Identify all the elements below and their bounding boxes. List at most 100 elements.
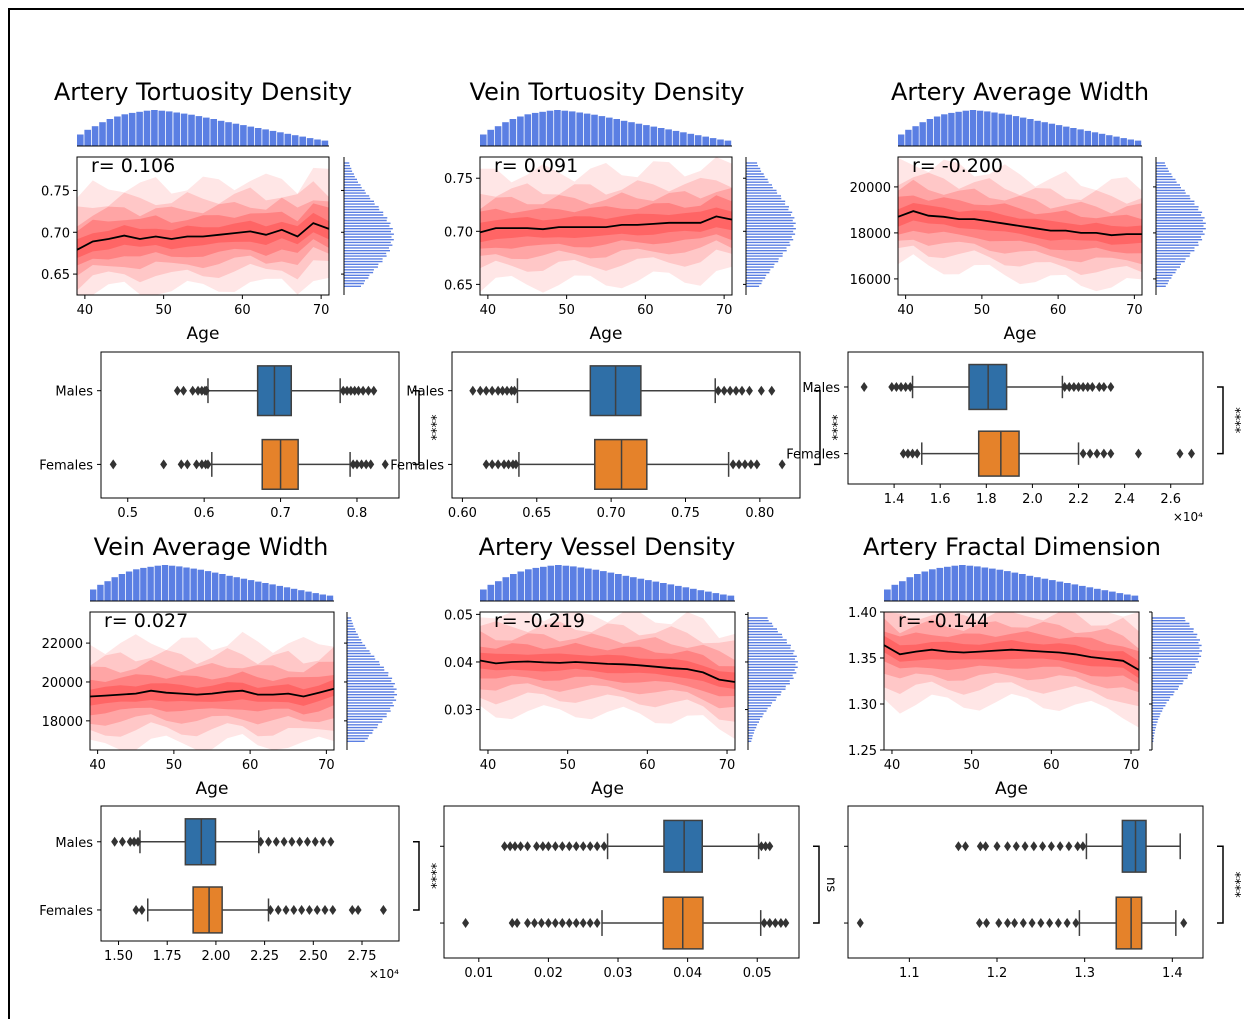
age-hist-bar xyxy=(525,569,532,601)
age-hist-bar xyxy=(204,571,212,601)
percentile-band xyxy=(480,207,732,243)
y-tick-label: 0.75 xyxy=(41,184,70,199)
outlier-marker xyxy=(198,459,206,470)
outlier-marker xyxy=(513,918,521,929)
age-hist-bar xyxy=(919,122,926,146)
age-hist-bar xyxy=(151,110,158,146)
outlier-marker xyxy=(524,918,532,929)
outlier-marker xyxy=(488,385,496,396)
outlier-marker xyxy=(753,459,761,470)
age-hist-bar xyxy=(944,566,951,601)
age-hist-bar xyxy=(643,125,650,146)
age-tick-label: 50 xyxy=(166,758,183,773)
outlier-marker xyxy=(381,459,389,470)
y-tick-label: 1.40 xyxy=(848,606,877,621)
outlier-marker xyxy=(982,918,990,929)
age-hist-bar xyxy=(97,584,104,601)
percentile-band xyxy=(480,631,735,709)
outlier-marker xyxy=(1079,381,1087,392)
age-hist-bar xyxy=(1027,119,1034,146)
age-hist-bar xyxy=(891,584,899,601)
outlier-marker xyxy=(367,459,375,470)
outlier-marker xyxy=(313,904,321,915)
age-hist-bar xyxy=(547,565,555,601)
box-x-tick-label: 0.6 xyxy=(194,506,215,521)
outlier-marker xyxy=(860,381,868,392)
age-hist-bar xyxy=(1041,578,1049,601)
outlier-marker xyxy=(138,904,146,915)
panel-title: Artery Fractal Dimension xyxy=(863,533,1161,561)
age-hist-bar xyxy=(1101,590,1109,601)
median-line xyxy=(89,687,335,698)
age-hist-bar xyxy=(240,125,247,146)
outlier-marker xyxy=(909,448,917,459)
age-hist-bar xyxy=(717,139,724,146)
outlier-marker xyxy=(329,904,337,915)
outlier-marker xyxy=(204,459,212,470)
age-hist-bar xyxy=(269,584,276,601)
outlier-marker xyxy=(579,918,587,929)
main-axes-frame xyxy=(89,611,335,751)
outlier-marker xyxy=(975,918,983,929)
outlier-marker xyxy=(565,918,573,929)
y-tick-label: 18000 xyxy=(850,227,891,242)
outlier-marker xyxy=(558,918,566,929)
age-hist-bar xyxy=(254,128,262,146)
age-hist-bar xyxy=(510,574,517,601)
median-line xyxy=(76,222,330,251)
age-hist-bar xyxy=(1113,136,1120,146)
outlier-marker xyxy=(913,448,921,459)
box-x-tick-label: 1.75 xyxy=(153,949,182,964)
age-hist-bar xyxy=(480,134,487,146)
outlier-marker xyxy=(1079,841,1087,852)
outlier-marker xyxy=(902,381,910,392)
correlation-label: r= -0.219 xyxy=(494,610,585,632)
age-hist-bar xyxy=(991,112,998,146)
outlier-marker xyxy=(995,918,1003,929)
age-tick-label: 40 xyxy=(897,303,914,318)
age-hist-bar xyxy=(290,588,298,601)
percentile-band xyxy=(884,612,1139,707)
males-box xyxy=(860,363,1115,411)
age-hist-bar xyxy=(926,119,934,146)
age-hist-bar xyxy=(546,110,554,146)
age-hist-bar xyxy=(540,566,547,601)
age-hist-bar xyxy=(326,595,334,601)
outlier-marker xyxy=(771,918,779,929)
value-histogram xyxy=(743,157,796,295)
age-hist-bar xyxy=(933,116,941,146)
outlier-marker xyxy=(126,836,134,847)
x-axis-label: Age xyxy=(590,324,623,344)
significance-label: **** xyxy=(824,415,839,442)
significance-bracket xyxy=(1217,845,1224,924)
y-tick-label: 18000 xyxy=(42,715,83,730)
outlier-marker xyxy=(327,836,335,847)
age-hist-bar xyxy=(974,566,981,601)
age-hist-bar xyxy=(1048,123,1056,146)
males-box xyxy=(954,819,1181,873)
age-hist-bar xyxy=(1056,581,1064,601)
outlier-marker xyxy=(1065,381,1073,392)
outlier-marker xyxy=(551,918,559,929)
age-hist-bar xyxy=(921,571,929,601)
age-hist-bar xyxy=(941,114,948,146)
age-hist-bar xyxy=(554,110,561,146)
significance-label: **** xyxy=(1227,872,1242,899)
age-hist-bar xyxy=(77,134,84,146)
outlier-marker xyxy=(1021,841,1029,852)
main-axes-frame xyxy=(76,156,330,296)
outlier-marker xyxy=(311,836,319,847)
percentile-band xyxy=(77,203,329,266)
age-hist-bar xyxy=(1124,594,1131,601)
age-tick-label: 40 xyxy=(480,758,497,773)
age-hist-bar xyxy=(984,111,991,146)
boxplot: 0.01 0.02 0.03 0.04 0.05 ns xyxy=(440,805,838,981)
age-tick-label: 40 xyxy=(480,303,497,318)
significance-bracket xyxy=(1217,386,1224,455)
correlation-label: r= 0.106 xyxy=(91,155,175,177)
age-hist-bar xyxy=(724,140,732,146)
y-tick-label: 0.65 xyxy=(444,278,473,293)
box-x-tick-label: 0.5 xyxy=(117,506,138,521)
age-histogram xyxy=(90,565,334,602)
y-tick-label: 1.25 xyxy=(848,744,877,759)
